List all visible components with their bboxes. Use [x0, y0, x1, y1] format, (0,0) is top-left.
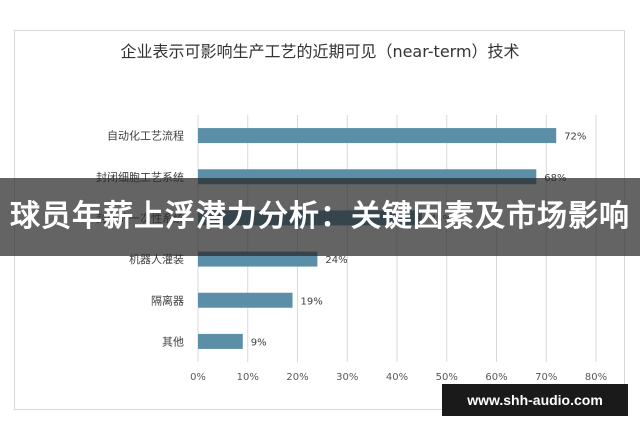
- headline-banner: 球员年薪上浮潜力分析：关键因素及市场影响: [0, 178, 640, 256]
- bar: [198, 333, 243, 349]
- data-label: 9%: [251, 337, 267, 348]
- x-tick-label: 50%: [436, 372, 458, 383]
- category-label: 自动化工艺流程: [107, 129, 184, 143]
- x-tick-label: 0%: [190, 372, 206, 383]
- data-label: 24%: [325, 255, 347, 266]
- x-tick-label: 80%: [585, 372, 607, 383]
- bar: [198, 128, 557, 144]
- data-label: 72%: [564, 132, 586, 143]
- x-tick-label: 10%: [237, 372, 259, 383]
- category-label: 其他: [162, 335, 184, 348]
- data-label: 19%: [301, 296, 323, 307]
- chart-title: 企业表示可影响生产工艺的近期可见（near-term）技术: [120, 42, 520, 61]
- x-tick-label: 30%: [336, 372, 358, 383]
- watermark-url[interactable]: www.shh-audio.com: [442, 384, 628, 416]
- x-tick-label: 70%: [535, 372, 557, 383]
- category-label: 隔离器: [151, 293, 184, 307]
- headline-text: 球员年薪上浮潜力分析：关键因素及市场影响: [10, 199, 630, 234]
- x-tick-label: 20%: [286, 372, 308, 383]
- x-tick-label: 60%: [485, 372, 507, 383]
- bar: [198, 292, 293, 308]
- x-tick-label: 40%: [386, 372, 408, 383]
